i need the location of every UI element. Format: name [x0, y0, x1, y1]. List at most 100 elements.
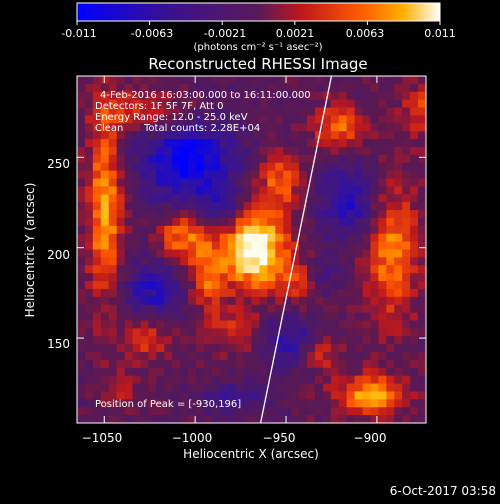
heatmap-cell [362, 383, 371, 392]
heatmap-cell [124, 320, 133, 329]
heatmap-cell [362, 186, 371, 195]
heatmap-cell [172, 186, 181, 195]
heatmap-cell [418, 202, 427, 211]
heatmap-cell [188, 115, 197, 124]
heatmap-cell [211, 139, 221, 148]
heatmap-cell [394, 241, 403, 250]
heatmap-cell [338, 225, 348, 235]
heatmap-cell [140, 131, 149, 140]
heatmap-cell [370, 210, 379, 219]
heatmap-cell [314, 233, 324, 243]
heatmap-cell [92, 91, 102, 101]
heatmap-cell [227, 139, 237, 148]
heatmap-cell [267, 336, 276, 345]
heatmap-cell [219, 320, 229, 329]
heatmap-cell [322, 131, 332, 140]
heatmap-cell [283, 344, 292, 353]
heatmap-cell [148, 249, 157, 258]
heatmap-cell [172, 76, 181, 85]
heatmap-cell [116, 194, 125, 203]
heatmap-cell [219, 352, 229, 361]
heatmap-cell [251, 359, 260, 369]
heatmap-cell [148, 210, 157, 219]
heatmap-cell [140, 217, 149, 227]
heatmap-cell [338, 233, 348, 243]
heatmap-cell [410, 194, 419, 203]
heatmap-cell [322, 115, 332, 124]
heatmap-cell [362, 170, 371, 179]
heatmap-cell [394, 288, 403, 298]
heatmap-cell [156, 99, 165, 108]
heatmap-cell [148, 76, 157, 85]
heatmap-cell [362, 178, 371, 187]
heatmap-cell [370, 344, 379, 353]
heatmap-cell [148, 233, 157, 243]
heatmap-cell [77, 407, 86, 416]
heatmap-cell [370, 407, 379, 416]
heatmap-cell [227, 328, 237, 337]
heatmap-cell [418, 99, 427, 108]
heatmap-cell [180, 99, 189, 108]
y-tick-label: 250 [47, 157, 70, 171]
heatmap-cell [299, 375, 308, 384]
heatmap-cell [322, 328, 332, 337]
heatmap-cell [219, 170, 229, 179]
heatmap-cell [140, 352, 149, 361]
heatmap-cell [338, 391, 348, 400]
heatmap-cell [77, 107, 86, 116]
heatmap-cell [116, 107, 125, 116]
heatmap-cell [275, 249, 284, 258]
heatmap-cell [275, 162, 284, 172]
heatmap-cell [338, 170, 348, 179]
heatmap-cell [338, 115, 348, 124]
heatmap-cell [251, 217, 260, 227]
heatmap-cell [203, 399, 213, 408]
heatmap-cell [330, 91, 340, 101]
heatmap-cell [84, 83, 94, 93]
heatmap-cell [140, 296, 149, 306]
heatmap-cell [219, 194, 229, 203]
heatmap-cell [219, 115, 229, 124]
heatmap-cell [92, 288, 102, 298]
heatmap-cell [84, 186, 94, 195]
heatmap-cell [370, 296, 379, 306]
heatmap-cell [370, 170, 379, 179]
heatmap-cell [77, 359, 86, 369]
heatmap-cell [307, 241, 316, 250]
heatmap-cell [235, 265, 244, 274]
heatmap-cell [108, 123, 118, 132]
heatmap-cell [195, 123, 205, 132]
heatmap-cell [410, 391, 419, 400]
heatmap-cell [386, 83, 395, 93]
heatmap-cell [251, 210, 260, 219]
heatmap-cell [227, 91, 237, 101]
heatmap-cell [251, 146, 260, 156]
heatmap-cell [227, 131, 237, 140]
heatmap-cell [330, 249, 340, 258]
heatmap-cell [92, 375, 102, 384]
heatmap-cell [235, 296, 244, 306]
heatmap-cell [370, 352, 379, 361]
heatmap-cell [108, 273, 118, 282]
heatmap-cell [338, 83, 348, 93]
heatmap-cell [77, 415, 86, 424]
heatmap-cell [259, 186, 268, 195]
heatmap-cell [203, 194, 213, 203]
heatmap [77, 76, 427, 424]
heatmap-cell [164, 83, 173, 93]
annotation-clean: Clean [95, 123, 123, 134]
heatmap-cell [211, 312, 221, 321]
heatmap-cell [156, 170, 165, 179]
heatmap-cell [346, 146, 356, 156]
heatmap-cell [354, 304, 363, 313]
heatmap-cell [330, 178, 340, 187]
heatmap-cell [378, 139, 387, 148]
heatmap-cell [410, 76, 419, 85]
heatmap-cell [108, 296, 118, 306]
heatmap-cell [92, 383, 102, 392]
heatmap-cell [172, 367, 181, 377]
heatmap-cell [330, 383, 340, 392]
heatmap-cell [180, 83, 189, 93]
heatmap-cell [227, 352, 237, 361]
heatmap-cell [108, 210, 118, 219]
